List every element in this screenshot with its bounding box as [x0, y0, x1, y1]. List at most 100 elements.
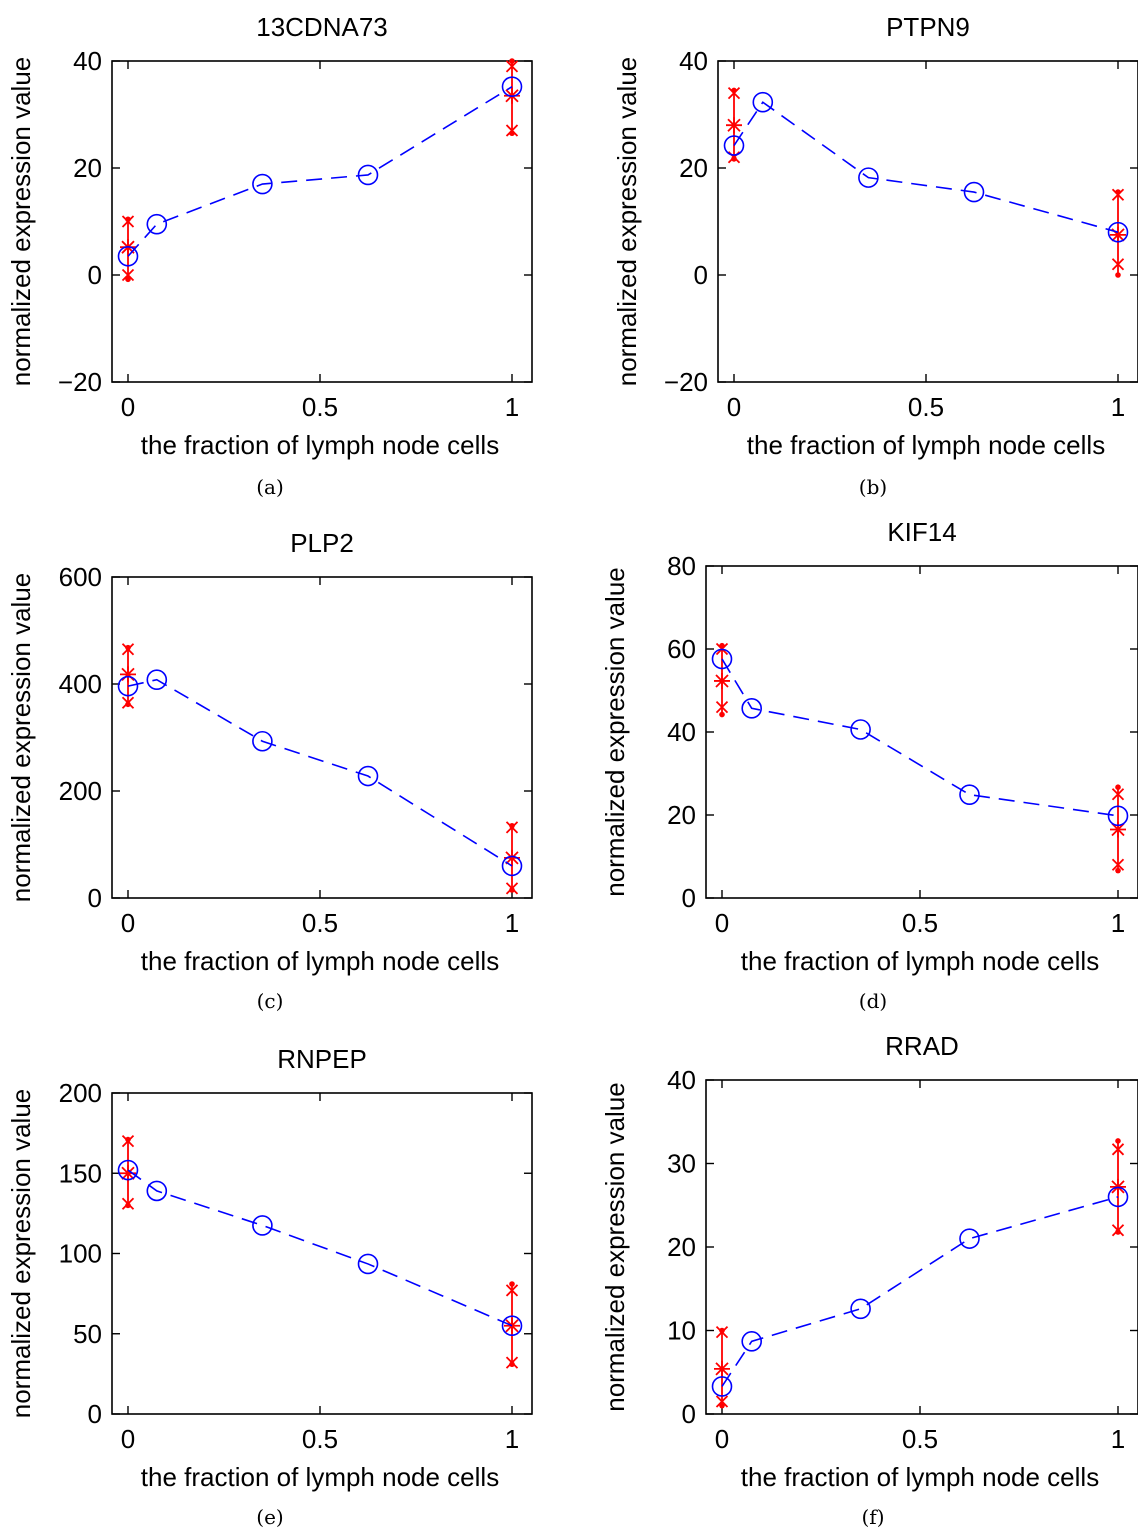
chart-title: KIF14	[887, 517, 956, 547]
y-tick-label: 200	[59, 776, 102, 806]
quartile-marker	[505, 821, 519, 834]
chart-panel-a: −20 0 20 40 0 0.5 1 13CDNA73 the fraction of lym…	[6, 12, 533, 499]
x-tick-label: 1	[505, 1424, 519, 1454]
quartile-marker	[121, 1197, 135, 1210]
series-line	[733, 101, 1119, 233]
x-tick-label: 1	[1111, 1424, 1125, 1454]
data-point	[357, 765, 379, 787]
x-tick-label: 1	[505, 908, 519, 938]
x-tick-label: 0.5	[902, 1424, 938, 1454]
x-tick-label: 1	[505, 392, 519, 422]
y-tick-label: 20	[73, 153, 102, 183]
data-point	[357, 164, 379, 186]
y-tick-label: 40	[679, 46, 708, 76]
mean-marker	[714, 672, 730, 689]
data-point	[117, 1159, 139, 1181]
quartile-marker	[715, 700, 729, 714]
error-bar-max	[509, 58, 515, 64]
chart-title: PLP2	[290, 528, 354, 558]
data-point	[501, 855, 523, 877]
quartile-marker	[505, 882, 519, 895]
y-tick-label: 40	[73, 46, 102, 76]
y-tick-label: 600	[59, 562, 102, 592]
data-point	[858, 167, 879, 188]
y-tick-label: 20	[667, 800, 696, 830]
data-point	[117, 675, 139, 697]
x-axis-label: the fraction of lymph node cells	[141, 1462, 499, 1492]
y-tick-label: 50	[73, 1319, 102, 1349]
data-point	[117, 245, 139, 267]
chart-panel-f: 0 10 20 30 40 0 0.5 1 RRAD the fraction of lymph …	[600, 1031, 1138, 1529]
y-tick-label: 60	[667, 634, 696, 664]
y-axis-label: normalized expression value	[612, 57, 642, 387]
y-axis-label: normalized expression value	[600, 1082, 630, 1412]
data-point	[501, 76, 523, 97]
x-tick-label: 0.5	[908, 392, 944, 422]
y-axis-label: normalized expression value	[600, 567, 630, 897]
error-bar-min	[1115, 272, 1121, 278]
y-tick-label: 30	[667, 1149, 696, 1179]
quartile-marker	[121, 268, 135, 282]
mean-marker	[1110, 226, 1126, 243]
series-line	[721, 658, 1119, 817]
subfigure-caption: (b)	[859, 475, 887, 499]
quartile-marker	[121, 696, 135, 709]
data-point	[963, 181, 985, 203]
quartile-marker	[1111, 258, 1125, 271]
data-point	[501, 1315, 523, 1337]
data-point	[850, 719, 871, 740]
data-point	[741, 1331, 763, 1352]
chart-title: RNPEP	[277, 1044, 367, 1074]
quartile-marker	[505, 1284, 519, 1297]
x-axis-label: the fraction of lymph node cells	[141, 946, 499, 976]
axes-frame	[111, 1092, 533, 1415]
y-tick-label: 40	[667, 1065, 696, 1095]
subfigure-caption: (e)	[256, 1505, 283, 1529]
subfigure-caption: (f)	[861, 1505, 884, 1529]
data-point	[723, 135, 745, 156]
quartile-marker	[715, 1326, 729, 1339]
y-tick-label: 0	[88, 260, 102, 290]
y-tick-label: 80	[667, 551, 696, 581]
chart-panel-d: 0 20 40 60 80 0 0.5 1 KIF14 the fraction of lymph…	[600, 517, 1138, 1013]
x-tick-label: 0	[715, 1424, 729, 1454]
mean-marker	[1110, 821, 1126, 838]
y-tick-label: 200	[59, 1078, 102, 1108]
quartile-marker	[1111, 788, 1125, 801]
error-bar-min	[125, 276, 131, 283]
quartile-marker	[1111, 188, 1125, 201]
series-line	[127, 678, 513, 867]
data-point	[252, 1215, 273, 1236]
x-tick-label: 0	[121, 908, 135, 938]
quartile-marker	[121, 1135, 135, 1148]
y-tick-label: 100	[59, 1239, 102, 1269]
data-point	[959, 1228, 980, 1249]
y-tick-label: 0	[88, 1399, 102, 1429]
series-line	[127, 1169, 513, 1327]
error-bar-max	[509, 1281, 515, 1287]
quartile-marker	[1111, 858, 1125, 871]
subfigure-caption: (a)	[256, 475, 284, 499]
x-tick-label: 0.5	[302, 1424, 338, 1454]
quartile-marker	[505, 124, 519, 137]
x-tick-label: 0	[121, 1424, 135, 1454]
data-point	[711, 1376, 733, 1397]
y-tick-label: 0	[682, 883, 696, 913]
y-tick-label: 400	[59, 669, 102, 699]
x-axis-label: the fraction of lymph node cells	[747, 430, 1105, 460]
data-point	[741, 698, 763, 719]
error-bar-max	[1115, 784, 1121, 790]
y-tick-label: 150	[59, 1158, 102, 1188]
mean-marker	[120, 1165, 136, 1182]
error-bar-min	[719, 1402, 725, 1409]
data-point	[252, 730, 273, 752]
quartile-marker	[727, 86, 741, 100]
mean-marker	[120, 666, 136, 683]
axes-frame	[705, 565, 1138, 899]
x-axis-label: the fraction of lymph node cells	[741, 946, 1099, 976]
axes-frame	[717, 60, 1138, 383]
series-line	[127, 85, 513, 257]
mean-marker	[726, 117, 742, 134]
axes-frame	[705, 1079, 1138, 1415]
y-tick-label: 0	[694, 260, 708, 290]
